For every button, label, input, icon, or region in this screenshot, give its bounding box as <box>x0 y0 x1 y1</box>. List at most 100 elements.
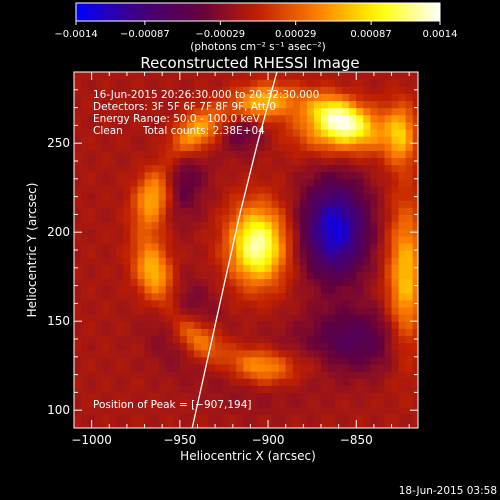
heatmap-cell <box>356 221 364 230</box>
heatmap-cell <box>172 157 181 166</box>
heatmap-cell <box>222 157 230 166</box>
heatmap-cell <box>320 72 329 80</box>
heatmap-cell <box>193 79 202 87</box>
heatmap-cell <box>405 171 414 180</box>
heatmap-cell <box>370 306 379 315</box>
heatmap-cell <box>306 349 315 358</box>
heatmap-cell <box>81 385 89 393</box>
heatmap-cell <box>229 306 237 315</box>
heatmap-cell <box>313 356 322 365</box>
heatmap-cell <box>215 235 223 244</box>
heatmap-cell <box>81 406 89 415</box>
heatmap-cell <box>144 413 153 422</box>
heatmap-cell <box>285 392 294 401</box>
heatmap-cell <box>236 285 244 294</box>
heatmap-cell <box>186 214 195 223</box>
heatmap-cell <box>137 107 146 116</box>
heatmap-cell <box>193 157 202 166</box>
heatmap-cell <box>186 178 195 187</box>
heatmap-cell <box>229 399 237 408</box>
heatmap-cell <box>271 257 280 265</box>
heatmap-cell <box>81 257 89 265</box>
heatmap-cell <box>88 207 96 215</box>
heatmap-cell <box>236 214 244 223</box>
heatmap-cell <box>377 242 386 251</box>
heatmap-cell <box>391 278 400 287</box>
heatmap-cell <box>398 250 407 258</box>
heatmap-cell <box>158 314 167 322</box>
heatmap-cell <box>179 321 188 329</box>
heatmap-cell <box>201 157 209 166</box>
heatmap-cell <box>264 363 273 372</box>
heatmap-cell <box>250 128 259 137</box>
heatmap-cell <box>201 271 209 280</box>
heatmap-cell <box>116 392 124 401</box>
heatmap-cell <box>370 413 379 422</box>
heatmap-cell <box>377 171 386 180</box>
heatmap-cell <box>363 193 371 201</box>
heatmap-cell <box>208 171 216 180</box>
heatmap-cell <box>116 413 124 422</box>
heatmap-cell <box>370 107 379 116</box>
heatmap-cell <box>88 86 96 94</box>
heatmap-cell <box>292 193 301 201</box>
heatmap-cell <box>137 299 146 308</box>
heatmap-cell <box>102 349 110 358</box>
heatmap-cell <box>151 207 160 215</box>
heatmap-cell <box>377 378 386 386</box>
heatmap-cell <box>391 185 400 194</box>
heatmap-cell <box>335 378 343 386</box>
heatmap-cell <box>412 214 418 223</box>
heatmap-cell <box>370 214 379 223</box>
heatmap-cell <box>299 164 308 173</box>
heatmap-cell <box>412 79 418 87</box>
heatmap-cell <box>193 136 202 144</box>
heatmap-cell <box>88 235 96 244</box>
heatmap-cell <box>116 306 124 315</box>
heatmap-cell <box>363 299 371 308</box>
heatmap-cell <box>292 285 301 294</box>
heatmap-cell <box>384 335 393 344</box>
heatmap-cell <box>320 264 329 272</box>
heatmap-cell <box>172 107 181 116</box>
heatmap-cell <box>405 306 414 315</box>
footer-timestamp: 18-Jun-2015 03:58 <box>399 485 497 497</box>
heatmap-cell <box>116 121 124 130</box>
heatmap-cell <box>271 363 280 372</box>
heatmap-cell <box>102 285 110 294</box>
heatmap-cell <box>201 356 209 365</box>
heatmap-cell <box>158 143 167 151</box>
heatmap-cell <box>264 264 273 272</box>
heatmap-cell <box>193 164 202 173</box>
heatmap-cell <box>257 306 266 315</box>
heatmap-cell <box>116 378 124 386</box>
heatmap-cell <box>257 72 266 80</box>
heatmap-cell <box>179 306 188 315</box>
heatmap-cell <box>215 278 223 287</box>
heatmap-cell <box>236 178 244 187</box>
heatmap-cell <box>370 242 379 251</box>
heatmap-cell <box>88 171 96 180</box>
heatmap-cell <box>88 406 96 415</box>
heatmap-cell <box>158 214 167 223</box>
heatmap-cell <box>165 214 174 223</box>
heatmap-cell <box>165 363 174 372</box>
heatmap-cell <box>349 228 357 237</box>
heatmap-cell <box>222 228 230 237</box>
heatmap-cell <box>257 371 266 379</box>
heatmap-cell <box>313 285 322 294</box>
heatmap-cell <box>250 406 259 415</box>
heatmap-cell <box>186 342 195 351</box>
heatmap-cell <box>158 207 167 215</box>
heatmap-cell <box>292 171 301 180</box>
heatmap-cell <box>349 214 357 223</box>
heatmap-cell <box>222 171 230 180</box>
heatmap-cell <box>335 278 343 287</box>
heatmap-cell <box>109 207 117 215</box>
heatmap-cell <box>313 143 322 151</box>
heatmap-cell <box>405 264 414 272</box>
heatmap-cell <box>292 93 301 102</box>
heatmap-cell <box>299 121 308 130</box>
heatmap-cell <box>236 363 244 372</box>
heatmap-cell <box>320 321 329 329</box>
